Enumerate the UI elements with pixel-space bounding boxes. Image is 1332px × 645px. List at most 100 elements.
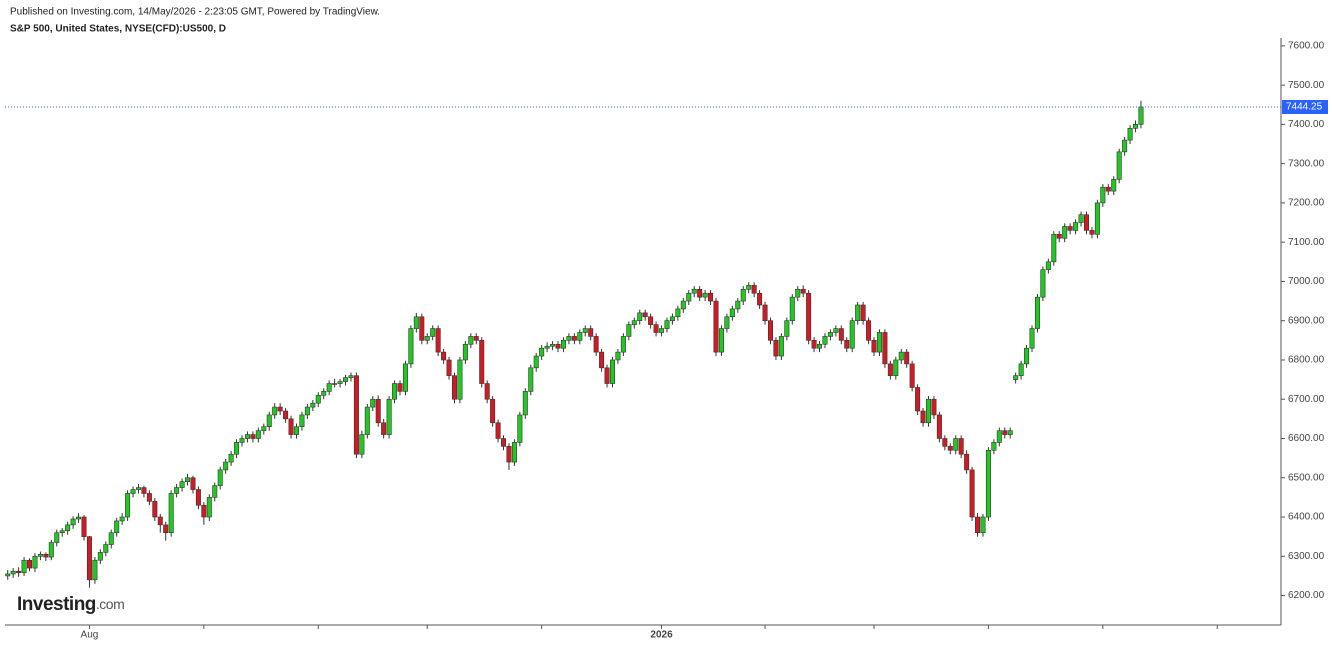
candle-body xyxy=(664,320,670,329)
candle-body xyxy=(675,308,681,318)
candle-body xyxy=(599,351,605,369)
candle-body xyxy=(392,383,398,400)
candle-body xyxy=(762,304,768,322)
candle-body xyxy=(288,418,294,435)
candle-body xyxy=(767,320,773,341)
candle-body xyxy=(593,336,599,353)
candle-body xyxy=(146,493,152,502)
candle-body xyxy=(119,516,125,522)
candle-body xyxy=(201,504,207,518)
candle-body xyxy=(958,438,964,455)
candle-body xyxy=(626,324,632,337)
candle-body xyxy=(533,355,539,369)
candle-body xyxy=(1018,363,1024,376)
candle-body xyxy=(1029,328,1035,349)
y-tick-label: 6500.00 xyxy=(1288,472,1325,483)
candle-body xyxy=(659,328,665,333)
candle-body xyxy=(408,328,414,365)
candle-body xyxy=(468,336,474,345)
candle-body xyxy=(1045,261,1051,270)
candle-body xyxy=(669,316,675,322)
candle-body xyxy=(582,328,588,333)
candle-body xyxy=(876,332,882,353)
candle-body xyxy=(223,461,229,471)
candle-body xyxy=(10,570,16,575)
candle-body xyxy=(446,359,452,376)
candle-body xyxy=(1127,128,1133,141)
candle-body xyxy=(277,406,283,412)
candle-body xyxy=(637,312,643,322)
last-price-label: 7444.25 xyxy=(1286,102,1323,113)
candle-body xyxy=(773,340,779,357)
candle-body xyxy=(1089,230,1095,235)
candle-body xyxy=(397,383,403,392)
candle-body xyxy=(272,406,278,416)
candle-body xyxy=(81,516,87,537)
candle-body xyxy=(915,387,921,412)
candle-body xyxy=(893,359,899,376)
candle-body xyxy=(375,398,381,424)
candle-body xyxy=(1013,375,1019,380)
y-tick-label: 7500.00 xyxy=(1288,80,1325,91)
candle-body xyxy=(435,328,441,353)
last-price-box xyxy=(1282,100,1328,115)
candle-body xyxy=(708,292,714,302)
y-tick-label: 6200.00 xyxy=(1288,590,1325,601)
candle-body xyxy=(206,497,212,518)
y-tick-label: 7100.00 xyxy=(1288,237,1325,248)
candle-body xyxy=(103,544,109,553)
candle-body xyxy=(364,406,370,435)
y-tick-label: 7300.00 xyxy=(1288,158,1325,169)
candle-body xyxy=(544,345,550,349)
y-tick-label: 6600.00 xyxy=(1288,433,1325,444)
candle-body xyxy=(969,469,975,518)
candle-body xyxy=(1040,269,1046,298)
candle-body xyxy=(114,520,120,534)
candle-body xyxy=(560,340,566,349)
candle-body xyxy=(321,391,327,396)
candle-body xyxy=(800,288,806,294)
candle-body xyxy=(283,410,289,420)
candle-body xyxy=(157,516,163,526)
candle-body xyxy=(833,328,839,333)
candle-body xyxy=(1083,214,1089,231)
candle-body xyxy=(348,375,354,378)
candle-body xyxy=(942,438,948,447)
candle-body xyxy=(588,328,594,337)
y-tick-label: 6300.00 xyxy=(1288,551,1325,562)
y-tick-label: 7400.00 xyxy=(1288,119,1325,130)
candle-body xyxy=(413,316,419,329)
candle-body xyxy=(827,332,833,337)
candle-body xyxy=(1094,202,1100,235)
candle-body xyxy=(174,487,180,494)
candle-body xyxy=(495,422,501,439)
candle-body xyxy=(778,336,784,357)
candle-body xyxy=(980,516,986,534)
candle-body xyxy=(697,288,703,298)
candle-body xyxy=(550,343,556,347)
candle-body xyxy=(904,351,910,365)
candle-body xyxy=(228,453,234,463)
candle-body xyxy=(212,485,218,498)
candle-body xyxy=(713,300,719,353)
candle-body xyxy=(430,328,436,337)
candle-body xyxy=(441,351,447,361)
candle-body xyxy=(27,559,33,569)
candle-body xyxy=(130,489,136,494)
candle-body xyxy=(163,524,169,534)
candle-body xyxy=(691,288,697,294)
candle-body xyxy=(985,449,991,518)
candle-body xyxy=(724,316,730,329)
candle-body xyxy=(648,316,654,325)
candle-body xyxy=(255,430,261,439)
candle-body xyxy=(261,426,267,431)
candle-body xyxy=(604,367,610,384)
candle-body xyxy=(293,426,299,435)
candle-body xyxy=(1116,151,1122,180)
candle-body xyxy=(931,398,937,416)
candle-body xyxy=(735,300,741,310)
candle-body xyxy=(70,518,76,526)
candle-body xyxy=(185,477,191,482)
candle-body xyxy=(822,336,828,345)
candle-body xyxy=(975,516,981,534)
